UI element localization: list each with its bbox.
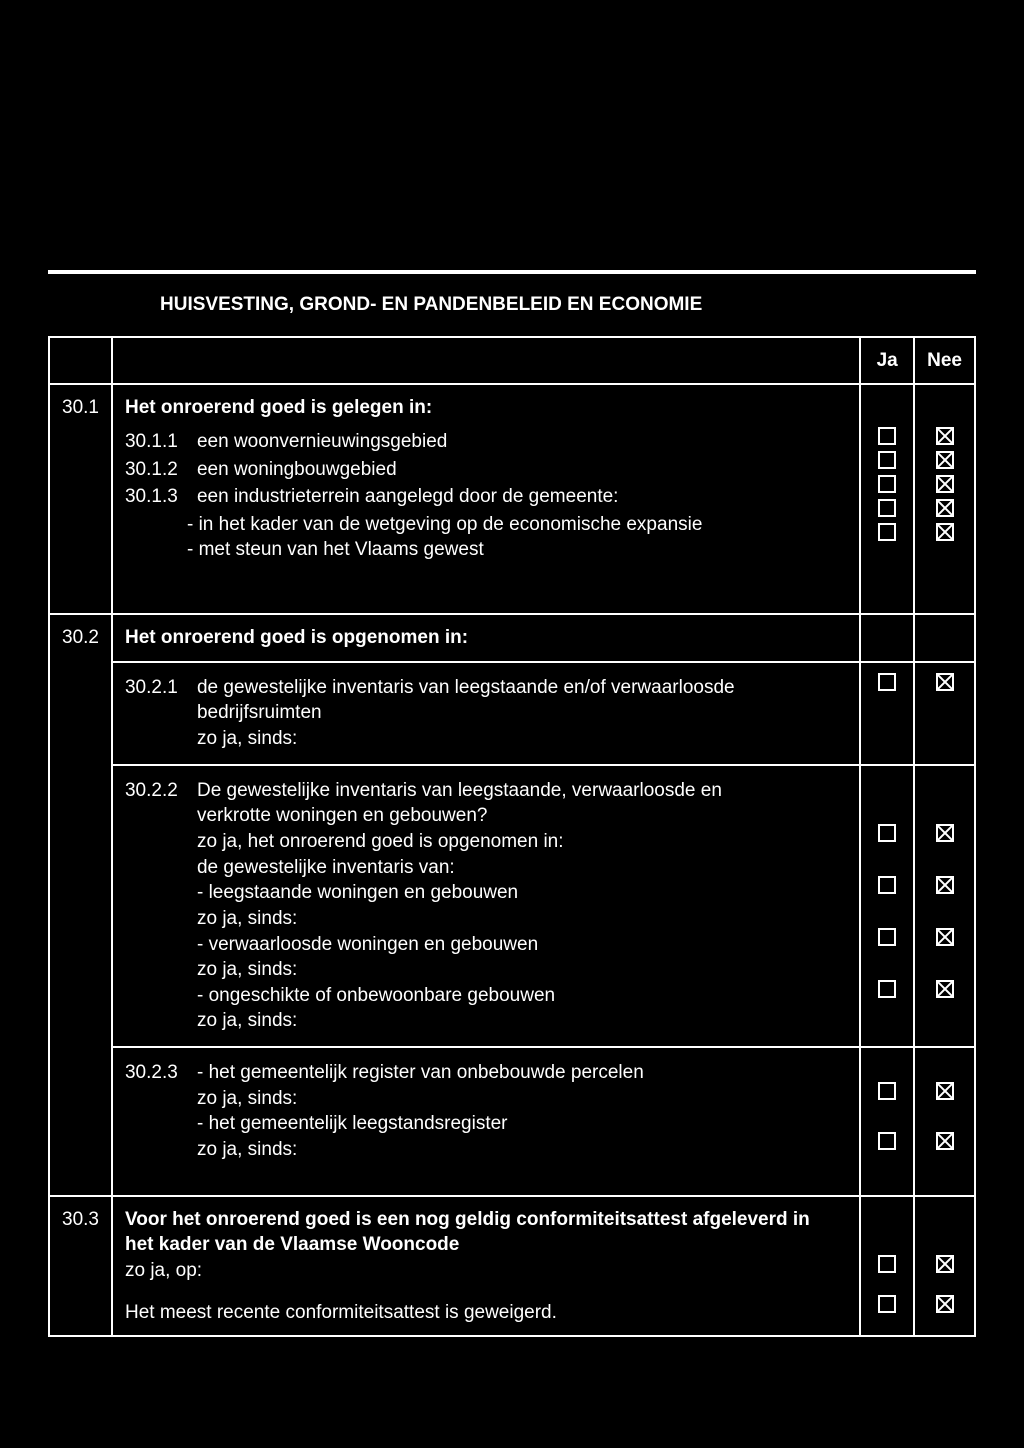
checkbox-checked-icon [936, 928, 954, 946]
checkbox-unchecked-icon [878, 475, 896, 493]
row-301-nee [914, 384, 975, 614]
item-3013-sub1: - in het kader van de wetgeving op de ec… [125, 512, 847, 538]
checkbox-unchecked-icon [878, 673, 896, 691]
item-3023-ja [860, 1047, 914, 1196]
checkbox-unchecked-icon [878, 824, 896, 842]
checkbox-checked-icon [936, 1295, 954, 1313]
item-3022-l1: De gewestelijke inventaris van leegstaan… [197, 780, 722, 801]
document-page: HUISVESTING, GROND- EN PANDENBELEID EN E… [0, 0, 1024, 1337]
row-303-ja [860, 1196, 914, 1337]
item-3023-nee [914, 1047, 975, 1196]
checkbox-checked-icon [936, 980, 954, 998]
item-3012-num: 30.1.2 [125, 457, 187, 483]
checkbox-unchecked-icon [878, 1082, 896, 1100]
row-301-content: Het onroerend goed is gelegen in: 30.1.1… [112, 384, 860, 614]
row-303-nee [914, 1196, 975, 1337]
item-3023-content: 30.2.3 - het gemeentelijk register van o… [112, 1047, 860, 1196]
item-3023-r1b: zo ja, sinds: [197, 1139, 297, 1160]
item-3022-r1b: zo ja, sinds: [197, 959, 297, 980]
item-3023-r1a: - het gemeentelijk leegstandsregister [197, 1113, 508, 1134]
checkbox-unchecked-icon [878, 1132, 896, 1150]
item-3022-l4: de gewestelijke inventaris van: [197, 857, 455, 878]
row-301-num: 30.1 [49, 384, 112, 614]
checkbox-checked-icon [936, 1255, 954, 1273]
checkbox-unchecked-icon [878, 980, 896, 998]
row-303-l2: het kader van de Vlaamse Wooncode [125, 1232, 847, 1258]
row-301-heading: Het onroerend goed is gelegen in: [125, 395, 847, 421]
row-303-l4: Het meest recente conformiteitsattest is… [125, 1300, 847, 1326]
row-301-ja [860, 384, 914, 614]
checkbox-checked-icon [936, 523, 954, 541]
item-3013-text: een industrieterrein aangelegd door de g… [197, 484, 847, 510]
item-3021-l3: zo ja, sinds: [197, 728, 297, 749]
item-3022-num: 30.2.2 [125, 778, 187, 1034]
checkbox-checked-icon [936, 673, 954, 691]
checkbox-checked-icon [936, 876, 954, 894]
item-3011: 30.1.1 een woonvernieuwingsgebied [125, 429, 847, 455]
top-rule [48, 270, 976, 274]
item-3021-nee [914, 662, 975, 765]
item-3023-r0b: zo ja, sinds: [197, 1088, 297, 1109]
checkbox-checked-icon [936, 427, 954, 445]
item-3021-l1: de gewestelijke inventaris van leegstaan… [197, 677, 735, 698]
item-3022-r2a: - ongeschikte of onbewoonbare gebouwen [197, 985, 555, 1006]
item-3022-nee [914, 765, 975, 1047]
row-302-heading-ja [860, 614, 914, 662]
row-302-heading-cell: Het onroerend goed is opgenomen in: [112, 614, 860, 662]
checkbox-unchecked-icon [878, 499, 896, 517]
item-3021-content: 30.2.1 de gewestelijke inventaris van le… [112, 662, 860, 765]
item-3023-r0a: - het gemeentelijk register van onbebouw… [197, 1062, 644, 1083]
checkbox-unchecked-icon [878, 1255, 896, 1273]
header-empty-num [49, 337, 112, 385]
row-302-heading-nee [914, 614, 975, 662]
row-303-num: 30.3 [49, 1196, 112, 1337]
row-303-l3: zo ja, op: [125, 1258, 847, 1284]
checkbox-unchecked-icon [878, 1295, 896, 1313]
item-3022-r0b: zo ja, sinds: [197, 908, 297, 929]
header-ja: Ja [860, 337, 914, 385]
item-3012: 30.1.2 een woningbouwgebied [125, 457, 847, 483]
checkbox-checked-icon [936, 1132, 954, 1150]
item-3013-sub2: - met steun van het Vlaams gewest [125, 537, 847, 563]
header-empty-content [112, 337, 860, 385]
checkbox-unchecked-icon [878, 451, 896, 469]
item-3021-ja [860, 662, 914, 765]
row-303-l1: Voor het onroerend goed is een nog geldi… [125, 1207, 847, 1233]
item-3022-l3: zo ja, het onroerend goed is opgenomen i… [197, 831, 564, 852]
item-3013-num: 30.1.3 [125, 484, 187, 510]
checkbox-checked-icon [936, 475, 954, 493]
item-3022-ja [860, 765, 914, 1047]
item-3021-num: 30.2.1 [125, 675, 187, 752]
row-303-content: Voor het onroerend goed is een nog geldi… [112, 1196, 860, 1337]
checkbox-checked-icon [936, 1082, 954, 1100]
item-3022-content: 30.2.2 De gewestelijke inventaris van le… [112, 765, 860, 1047]
item-3021-l2: bedrijfsruimten [197, 702, 322, 723]
item-3022-r2b: zo ja, sinds: [197, 1010, 297, 1031]
form-table: Ja Nee 30.1 Het onroerend goed is gelege… [48, 336, 976, 1338]
item-3011-text: een woonvernieuwingsgebied [197, 429, 847, 455]
checkbox-unchecked-icon [878, 523, 896, 541]
item-3012-text: een woningbouwgebied [197, 457, 847, 483]
item-3011-num: 30.1.1 [125, 429, 187, 455]
row-302-heading: Het onroerend goed is opgenomen in: [125, 625, 847, 651]
item-3022-r1a: - verwaarloosde woningen en gebouwen [197, 934, 538, 955]
checkbox-checked-icon [936, 451, 954, 469]
item-3013: 30.1.3 een industrieterrein aangelegd do… [125, 484, 847, 510]
header-nee: Nee [914, 337, 975, 385]
checkbox-unchecked-icon [878, 876, 896, 894]
checkbox-unchecked-icon [878, 928, 896, 946]
checkbox-checked-icon [936, 499, 954, 517]
checkbox-unchecked-icon [878, 427, 896, 445]
item-3022-l2: verkrotte woningen en gebouwen? [197, 805, 487, 826]
checkbox-checked-icon [936, 824, 954, 842]
section-title: HUISVESTING, GROND- EN PANDENBELEID EN E… [48, 292, 976, 318]
item-3023-num: 30.2.3 [125, 1060, 187, 1163]
item-3022-r0a: - leegstaande woningen en gebouwen [197, 882, 518, 903]
row-302-num: 30.2 [49, 614, 112, 1196]
